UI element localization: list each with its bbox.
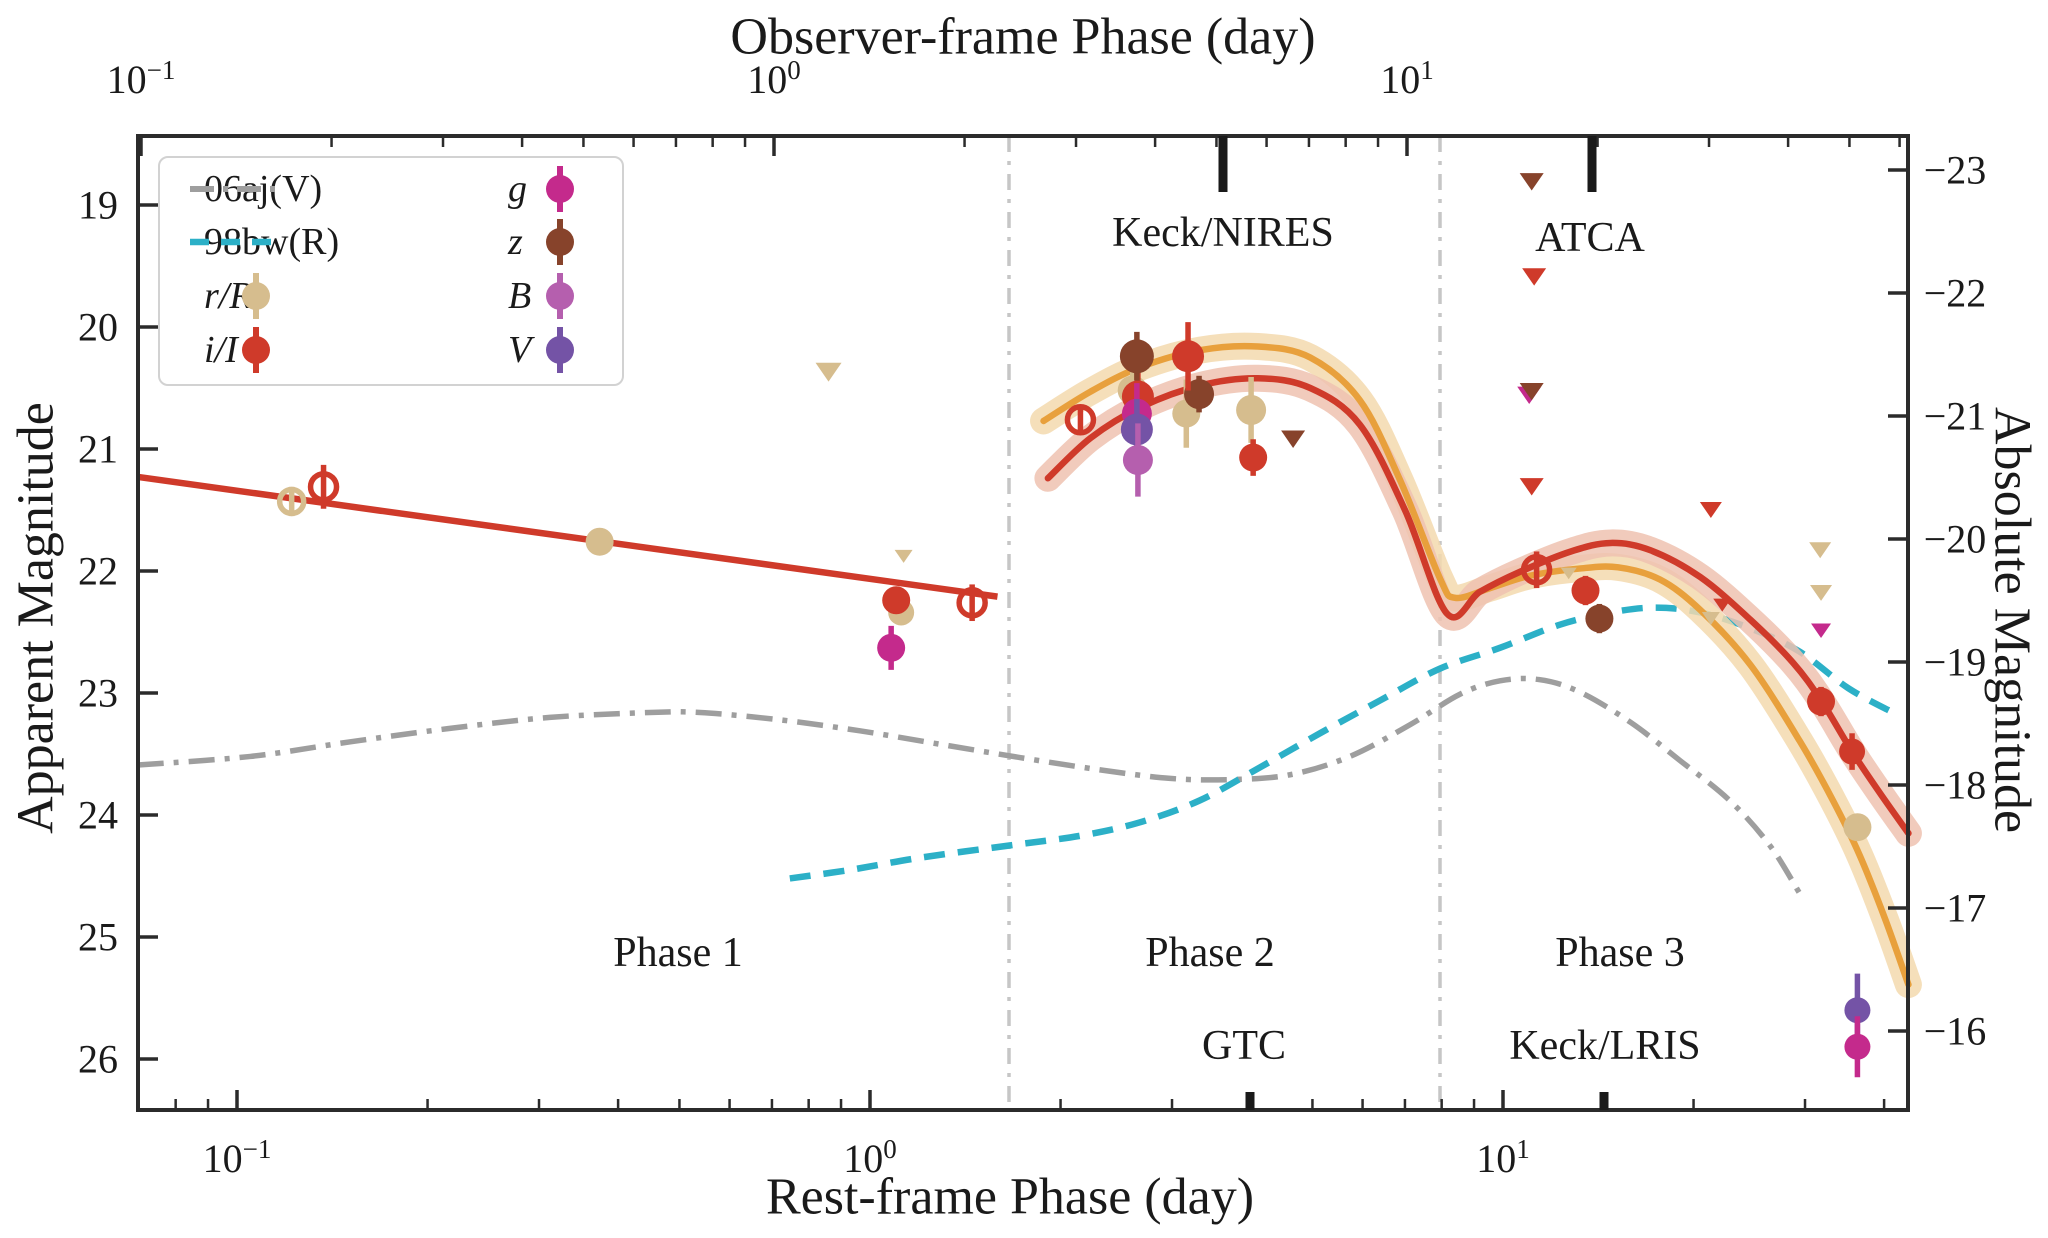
y-tick-label-left: 21 <box>78 426 118 472</box>
y-tick-label-left: 20 <box>78 304 118 350</box>
instrument-label: GTC <box>1202 1023 1286 1069</box>
legend-line-icon <box>190 238 278 246</box>
upper-limit-marker-r <box>815 362 842 382</box>
legend-entry-label: B <box>508 275 532 317</box>
upper-limit-marker-z <box>1281 430 1306 448</box>
upper-limit-marker-r <box>894 549 913 563</box>
data-point-r <box>1236 394 1267 425</box>
x-tick-label-bottom: 10−1 <box>202 1133 272 1182</box>
data-point-B <box>1122 444 1153 475</box>
plot-frame <box>136 134 1910 1112</box>
y-tick-label-right: −22 <box>1923 270 1987 316</box>
y-tick-label-right: −23 <box>1923 147 1987 193</box>
x-tick-label-top: 10−1 <box>106 54 176 103</box>
instrument-label: Keck/LRIS <box>1509 1023 1701 1069</box>
data-point-i <box>882 586 911 615</box>
y-tick-label-left: 22 <box>78 548 118 594</box>
comparison-curve-06aj <box>137 675 1802 895</box>
legend-entry: B <box>490 270 574 322</box>
legend-line-icon <box>190 186 278 192</box>
y-tick-label-left: 25 <box>78 914 118 960</box>
x-tick-label-bottom: 101 <box>1476 1133 1530 1182</box>
upper-limit-marker-r <box>1701 612 1720 626</box>
legend-entry: 06aj(V) <box>186 163 322 215</box>
upper-limit-marker-z <box>1519 173 1544 191</box>
data-point-i <box>1172 340 1205 373</box>
data-point-open-i <box>956 586 988 619</box>
y-tick-label-right: −20 <box>1923 516 1987 562</box>
model-curve <box>1044 374 1912 837</box>
upper-limit-marker-r <box>1809 542 1832 559</box>
bottom-axis-title: Rest-frame Phase (day) <box>765 1168 1255 1226</box>
legend-entry-label: z <box>508 221 523 263</box>
data-point-z <box>1119 339 1154 374</box>
data-point-i <box>1839 738 1866 765</box>
phase-label: Phase 3 <box>1555 930 1685 976</box>
data-point-open-r <box>276 486 307 517</box>
data-point-z <box>1184 379 1215 410</box>
data-point-V <box>1844 997 1871 1024</box>
upper-limit-marker-r <box>1810 584 1833 601</box>
legend-entry: 98bw(R) <box>186 216 339 268</box>
model-curve <box>1040 342 1912 988</box>
upper-limit-marker-i <box>1522 268 1547 286</box>
x-tick-label-top: 101 <box>1380 54 1434 103</box>
data-point-i <box>1571 576 1600 605</box>
left-axis-title: Apparent Magnitude <box>7 402 65 834</box>
right-axis-title: Absolute Magnitude <box>1983 406 2041 834</box>
y-tick-label-right: −21 <box>1923 393 1987 439</box>
legend-entry: g <box>490 163 574 215</box>
data-point-g <box>1844 1033 1871 1060</box>
legend-entry-label: g <box>508 168 527 210</box>
upper-limit-marker-i <box>1519 478 1544 496</box>
model-uncertainty-band <box>1034 364 1922 847</box>
instrument-label: Keck/NIRES <box>1112 210 1334 256</box>
y-tick-label-right: −19 <box>1923 639 1987 685</box>
legend-marker-icon <box>242 273 270 319</box>
legend-entry-label: V <box>508 329 532 371</box>
y-tick-label-left: 24 <box>78 792 118 838</box>
upper-limit-marker-i <box>1713 598 1732 612</box>
y-tick-label-right: −17 <box>1923 885 1987 931</box>
legend-entry-label: i/I <box>204 329 238 371</box>
phase-label: Phase 1 <box>613 930 743 976</box>
legend-entry: r/R <box>186 270 270 322</box>
x-tick-label-top: 100 <box>747 54 801 103</box>
y-tick-label-right: −18 <box>1923 762 1987 808</box>
legend-marker-icon <box>546 273 574 319</box>
legend-entry: i/I <box>186 324 270 376</box>
data-point-open-i <box>307 471 340 503</box>
y-tick-label-left: 19 <box>78 182 118 228</box>
legend-marker-icon <box>546 219 574 265</box>
x-tick-label-bottom: 100 <box>843 1133 897 1182</box>
data-point-i <box>1807 687 1836 716</box>
phase-label: Phase 2 <box>1145 930 1275 976</box>
y-tick-label-left: 23 <box>78 670 118 716</box>
data-point-open-i <box>1064 403 1097 436</box>
upper-limit-marker-i <box>1699 502 1722 518</box>
legend: 06aj(V) 98bw(R) r/R i/I g z B V <box>158 156 624 386</box>
data-point-r <box>585 527 614 556</box>
top-axis-title: Observer-frame Phase (day) <box>730 8 1316 66</box>
legend-marker-icon <box>546 327 574 373</box>
upper-limit-marker-z <box>1519 382 1544 401</box>
instrument-label: ATCA <box>1535 215 1645 261</box>
data-point-open-i <box>1520 554 1553 586</box>
upper-limit-marker-g <box>1811 623 1832 639</box>
legend-entry: z <box>490 216 574 268</box>
legend-marker-icon <box>546 166 574 212</box>
data-point-i <box>1239 443 1268 472</box>
y-tick-label-left: 26 <box>78 1036 118 1082</box>
data-point-r <box>1843 813 1872 842</box>
y-tick-label-right: −16 <box>1923 1008 1987 1054</box>
legend-marker-icon <box>242 327 270 373</box>
data-point-z <box>1585 604 1614 633</box>
phase1-fit-line <box>138 473 998 600</box>
data-point-g <box>877 633 906 662</box>
upper-limit-marker-r <box>1560 567 1577 580</box>
legend-entry: V <box>490 324 574 376</box>
